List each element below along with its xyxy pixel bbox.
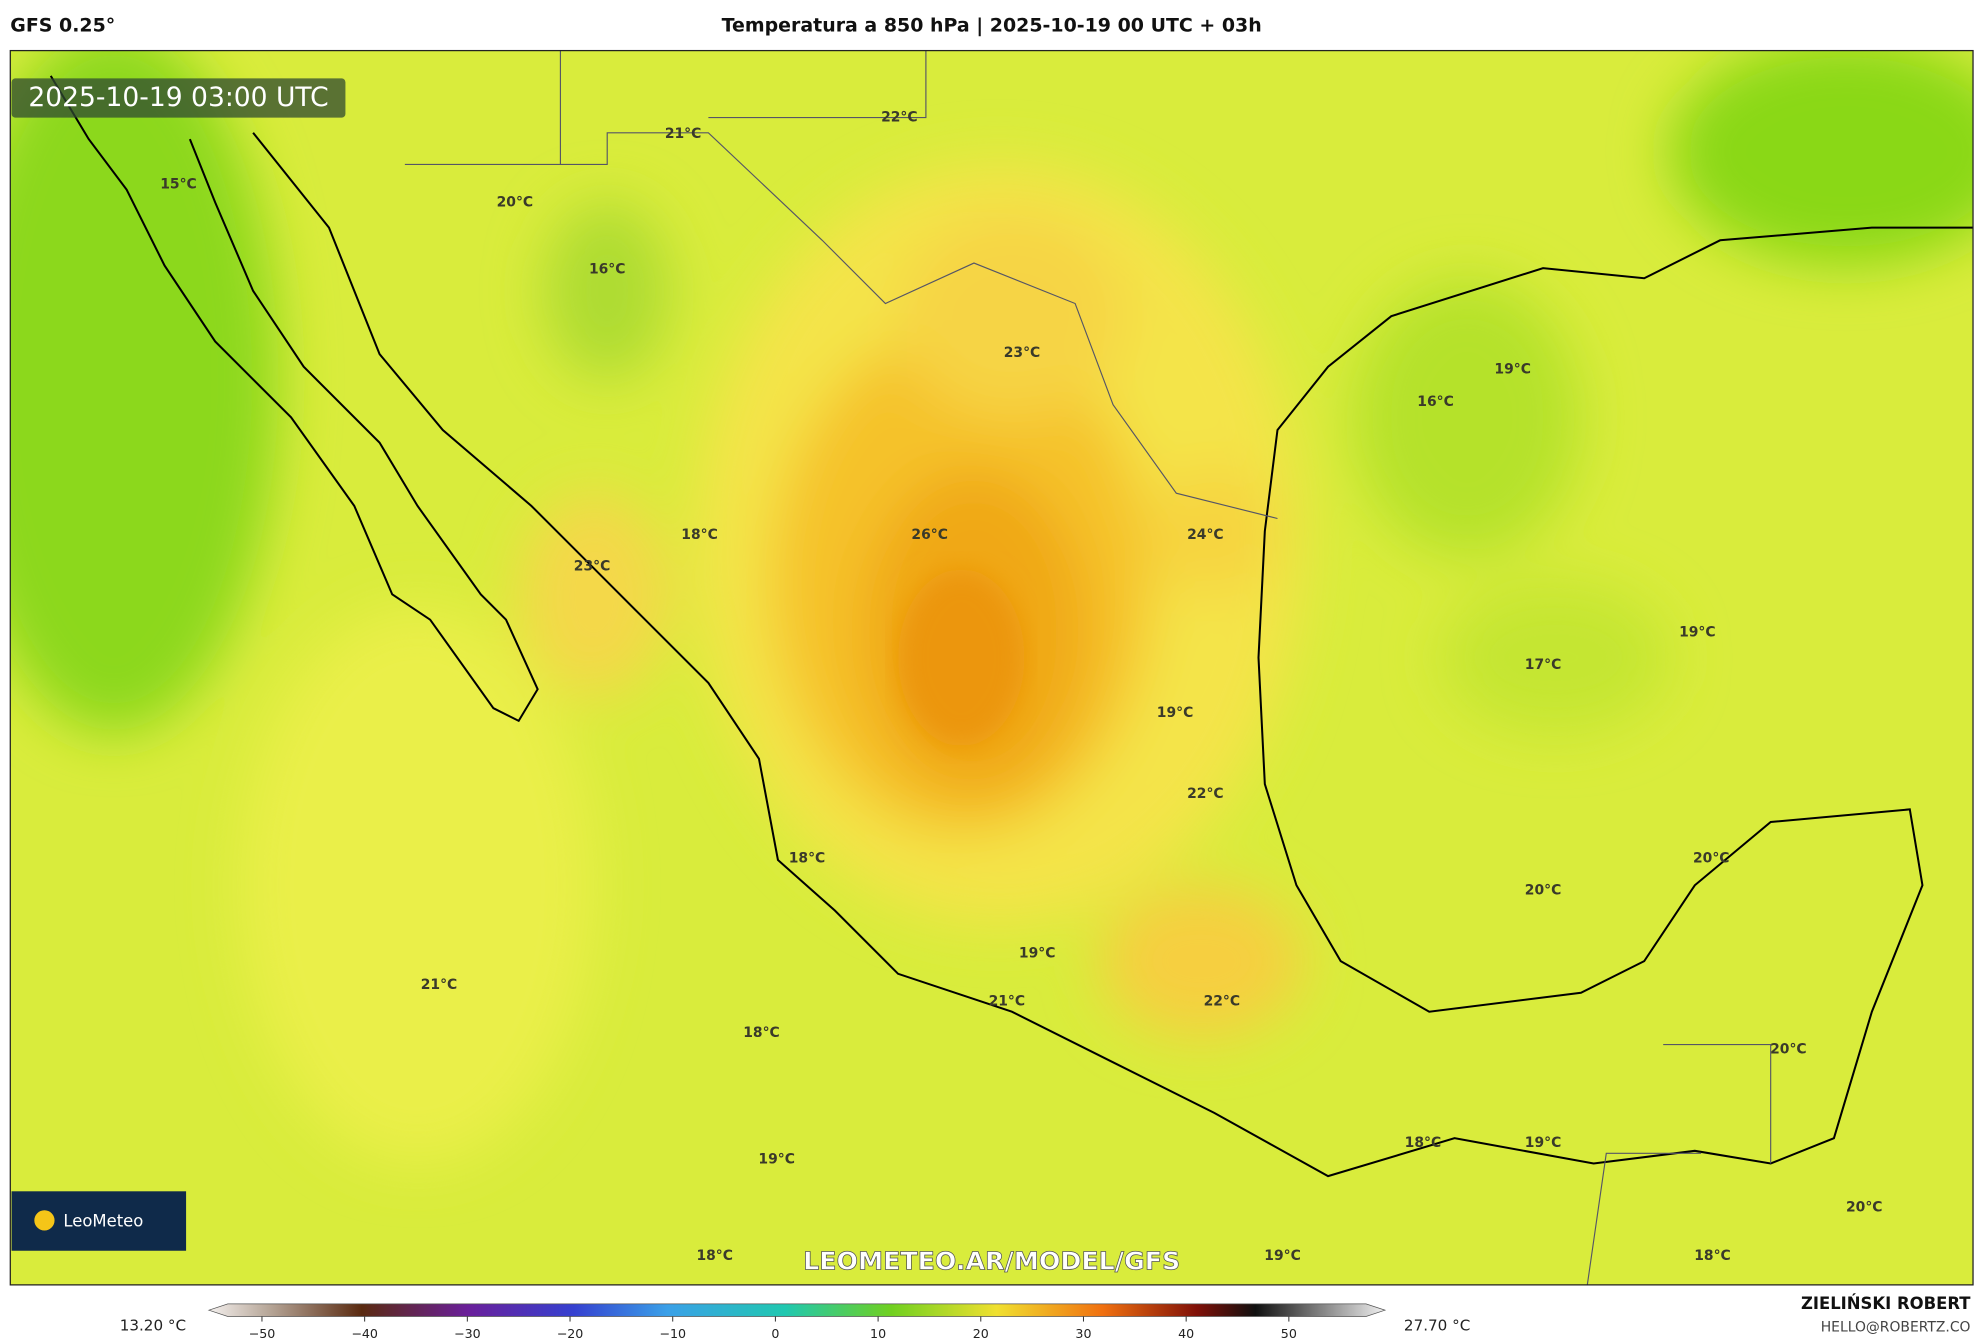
contour-label: 18°C <box>1405 1135 1442 1151</box>
colorbar-tick-label: 30 <box>1075 1326 1091 1338</box>
contour-label: 19°C <box>1019 946 1056 962</box>
contour-label: 18°C <box>696 1248 733 1264</box>
timestamp: 2025-10-19 03:00 UTC <box>28 82 328 113</box>
contour-label: 20°C <box>1693 851 1730 867</box>
contour-label: 19°C <box>1679 624 1716 640</box>
contour-label: 20°C <box>1525 882 1562 898</box>
contour-labels: 21°C 22°C 15°C 20°C 16°C 23°C 19°C 16°C 18°C 26°C… <box>160 110 1882 1264</box>
map-field <box>10 50 1974 1285</box>
map-title: Temperatura a 850 hPa | 2025-10-19 00 UT… <box>722 15 1262 37</box>
contour-label: 19°C <box>1494 361 1531 377</box>
colorbar <box>207 1303 1387 1317</box>
logo: LeoMeteo <box>63 1212 143 1231</box>
watermark: LEOMETEO.AR/MODEL/GFS <box>803 1247 1180 1276</box>
coastline <box>49 75 539 723</box>
contour-label: 17°C <box>1525 657 1562 673</box>
coastline <box>252 132 1974 1178</box>
contour-label: 21°C <box>989 994 1026 1010</box>
contour-label: 21°C <box>421 977 458 993</box>
model-label: GFS 0.25° <box>10 15 115 37</box>
contour-label: 16°C <box>589 261 626 277</box>
contour-label: 18°C <box>743 1025 780 1041</box>
contour-label: 20°C <box>1770 1042 1807 1058</box>
contour-label: 19°C <box>758 1152 795 1168</box>
contour-label: 22°C <box>881 110 918 126</box>
contour-label: 18°C <box>1694 1248 1731 1264</box>
author: ZIELIŃSKI ROBERT <box>1801 1294 1971 1313</box>
contour-label: 16°C <box>1417 394 1454 410</box>
contour-label: 21°C <box>665 126 702 142</box>
contour-label: 19°C <box>1264 1248 1301 1264</box>
legend-max: 27.70 °C <box>1404 1316 1470 1334</box>
contour-label: 15°C <box>160 177 197 193</box>
colorbar-tick-label: 20 <box>973 1326 989 1338</box>
colorbar-tick-label: −20 <box>557 1326 584 1338</box>
colorbar-tick-label: 40 <box>1178 1326 1194 1338</box>
border <box>404 50 1772 1285</box>
email: HELLO@ROBERTZ.CO <box>1821 1320 1971 1336</box>
contour-label: 24°C <box>1187 527 1224 543</box>
colorbar-tick-label: −30 <box>454 1326 481 1338</box>
contour-label: 22°C <box>1187 786 1224 802</box>
map-frame <box>9 49 1974 1286</box>
colorbar-ticks: −50 −40 −30 −20 −10 0 10 20 30 40 50 <box>249 1316 1297 1338</box>
legend-min: 13.20 °C <box>120 1316 186 1334</box>
contour-label: 20°C <box>1846 1200 1883 1216</box>
colorbar-tick-label: 10 <box>870 1326 886 1338</box>
colorbar-tick-label: −50 <box>249 1326 276 1338</box>
contour-label: 19°C <box>1525 1135 1562 1151</box>
colorbar-tick-label: −40 <box>351 1326 378 1338</box>
colorbar-tick-label: 0 <box>771 1326 779 1338</box>
contour-label: 18°C <box>789 851 826 867</box>
contour-label: 18°C <box>681 527 718 543</box>
contour-label: 22°C <box>1204 994 1241 1010</box>
colorbar-tick-label: 50 <box>1281 1326 1297 1338</box>
timestamp-box <box>11 78 346 118</box>
contour-label: 23°C <box>574 559 611 575</box>
colorbar-tick-label: −10 <box>659 1326 686 1338</box>
contour-label: 23°C <box>1004 345 1041 361</box>
contour-label: 19°C <box>1157 705 1194 721</box>
contour-label: 26°C <box>911 527 948 543</box>
logo-sun <box>34 1210 55 1231</box>
contour-label: 20°C <box>497 194 534 210</box>
